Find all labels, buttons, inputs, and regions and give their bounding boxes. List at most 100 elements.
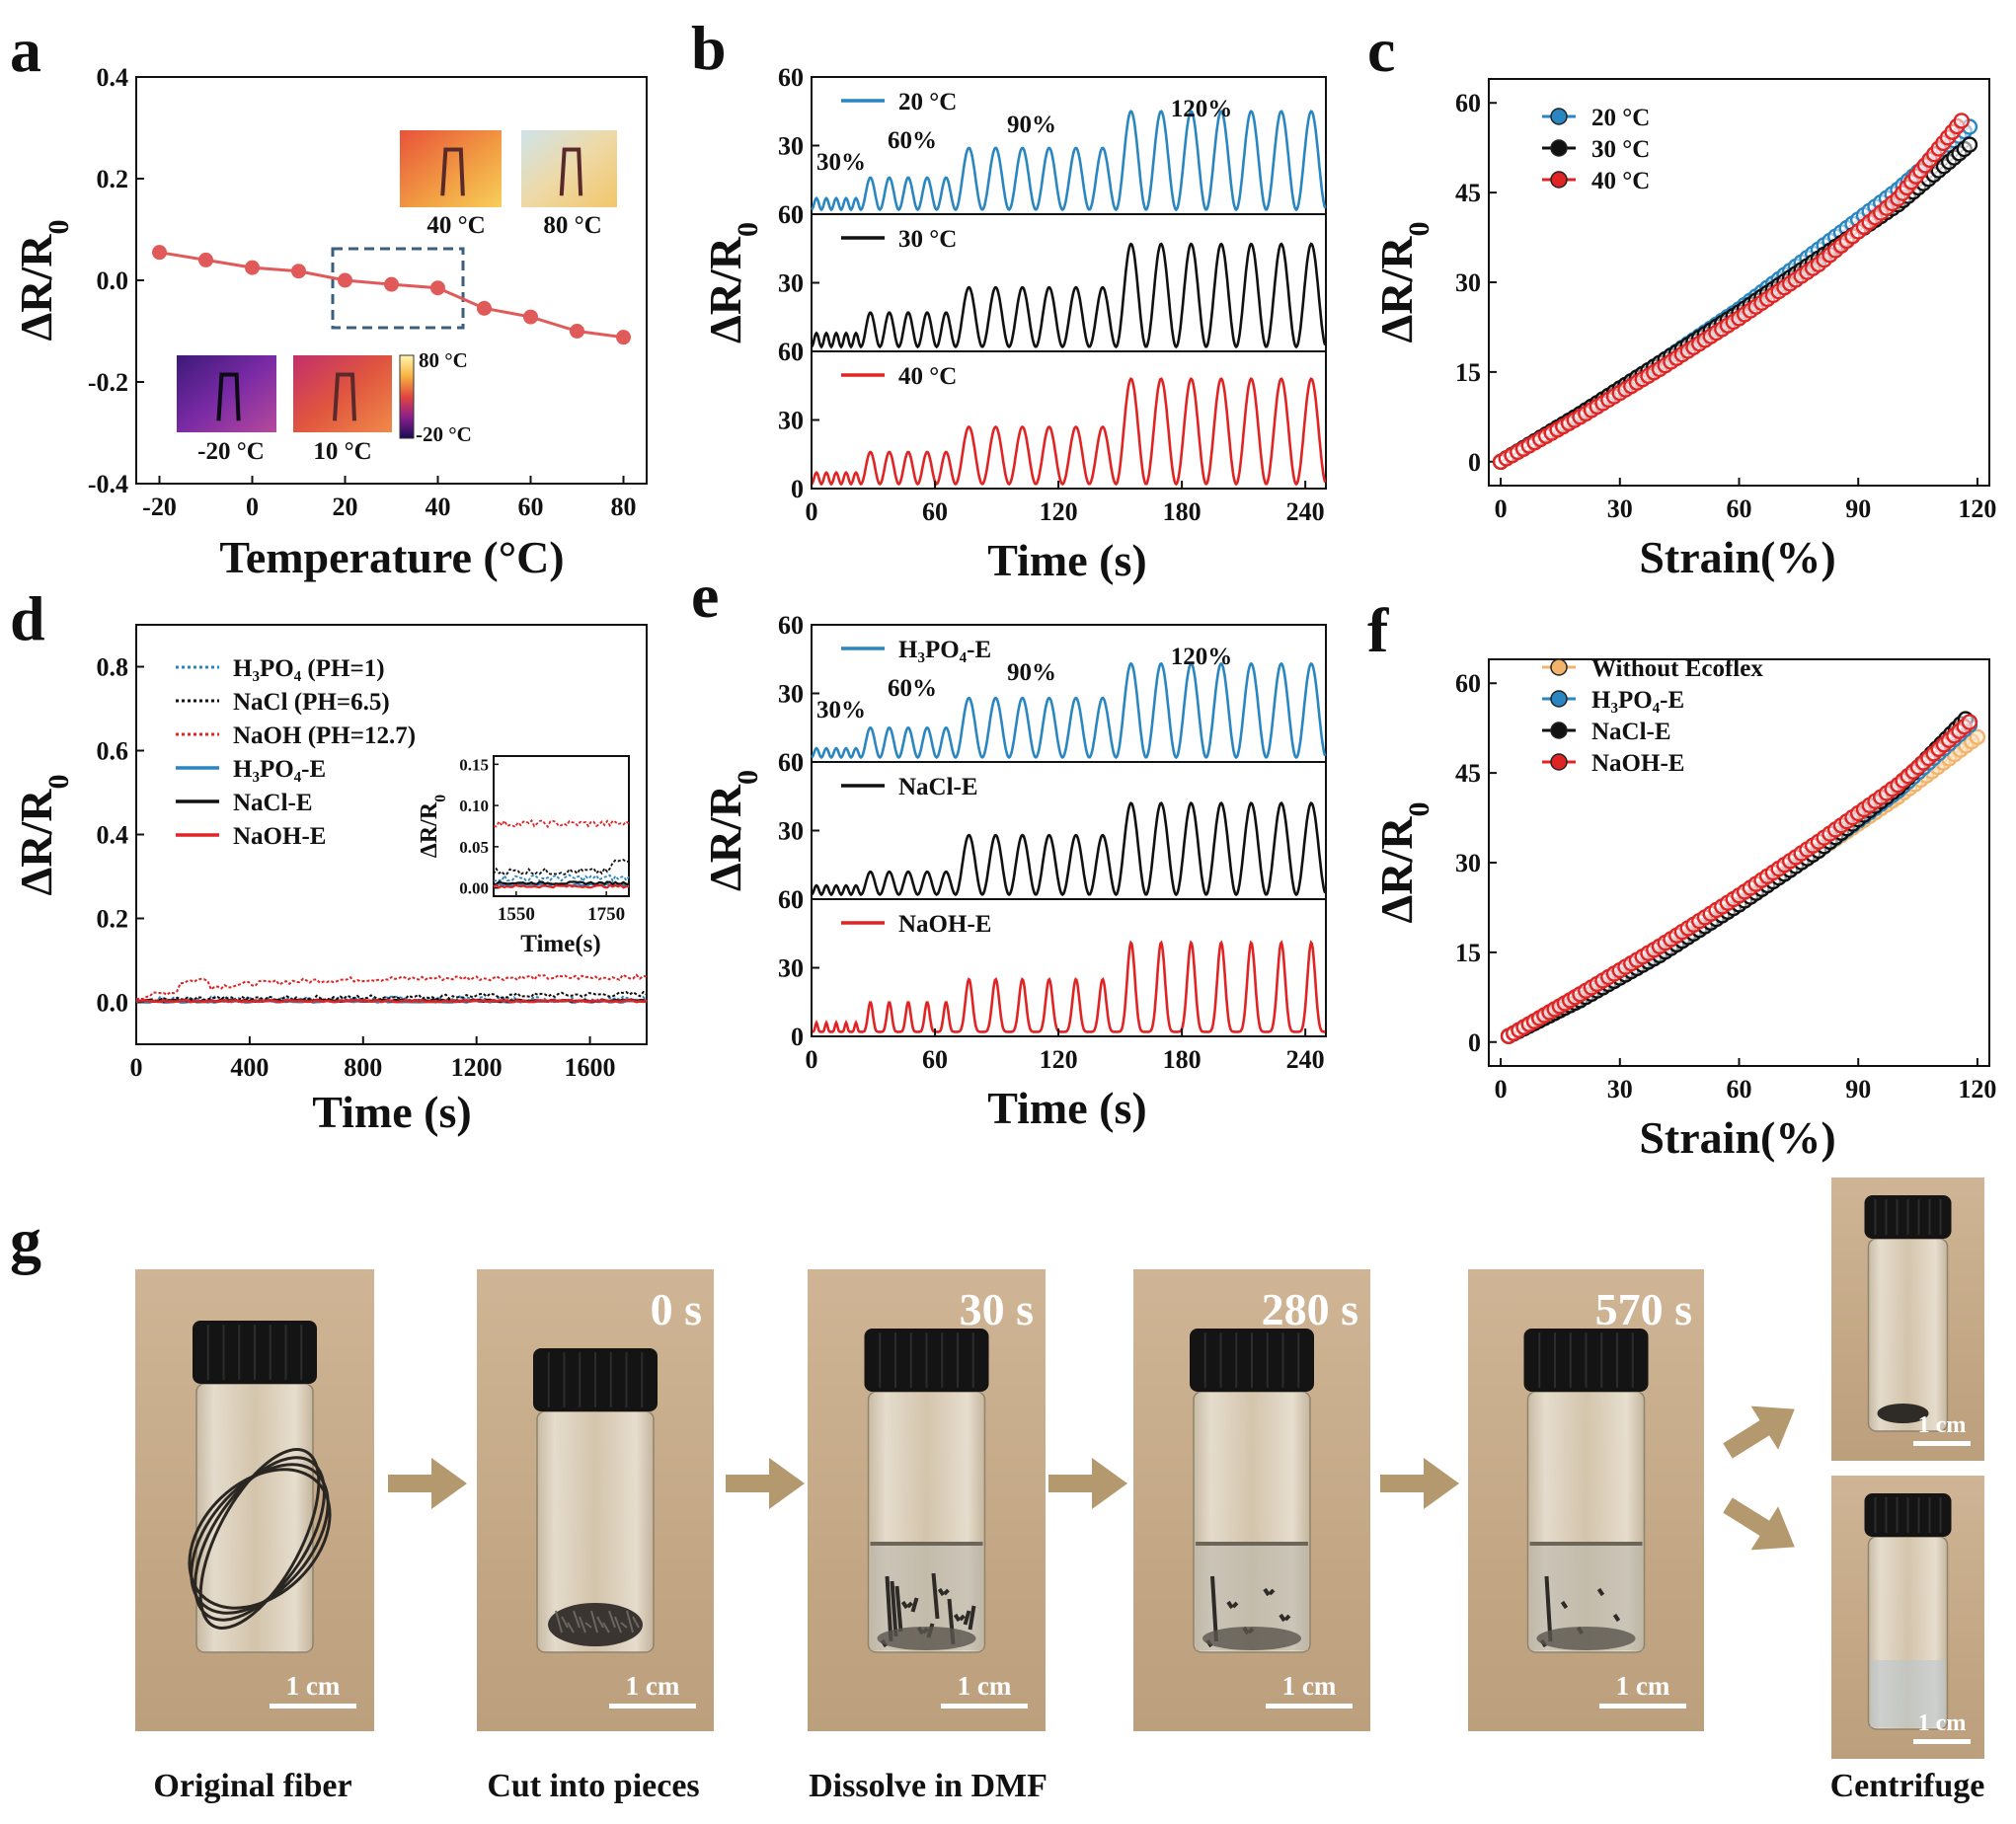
y-tick-label: 0.4 [97,821,129,850]
x-axis-label: Strain(%) [1639,532,1835,582]
y-tick-label: 15 [1455,358,1481,387]
photo: 1 cm 280 s [1133,1269,1370,1731]
data-point [616,330,631,345]
x-tick-label: 80 [611,493,637,521]
strain-label: 90% [1007,112,1056,138]
y-tick-label: 0.2 [97,165,129,193]
scale-bar-label: 1 cm [1282,1671,1337,1701]
x-tick-label: 60 [922,1045,948,1074]
y-tick-label: 0 [791,885,804,914]
fiber-loop [190,1463,330,1615]
scale-bar-label: 1 cm [1918,1710,1967,1736]
inset-frame [493,755,630,897]
fiber-shape [333,372,356,421]
residue [1231,1601,1239,1609]
legend-label: NaCl-E [898,774,978,800]
plot-frame [811,350,1327,490]
data-point [1961,714,1978,730]
y-tick-label: 30 [1455,268,1481,297]
series-line [1500,119,1963,463]
fiber-piece [602,1622,610,1634]
legend-label: NaOH-E [1591,750,1684,777]
photo-caption: Original fiber [153,1768,351,1804]
y-tick-label: 30 [778,132,804,161]
y-tick-label: 30 [778,954,804,983]
legend-marker [1550,171,1568,189]
residue [1560,1600,1569,1610]
x-tick-label: -20 [142,493,177,521]
y-axis-label: ΔR/R0 [1371,221,1435,342]
residue [1283,1614,1291,1622]
x-tick-label: 60 [922,497,948,526]
y-axis-label: ΔR/R0 [11,774,75,895]
panel-d-chart: 0 400 800 1200 1600 0.0 0.2 0.4 0.6 0.8 H₃PO₄ (PH=… [11,624,648,1137]
x-tick-label: 800 [344,1053,382,1082]
thermal-label: 10 °C [313,438,371,465]
y-tick-label: 0.2 [97,905,129,934]
legend-label: 40 °C [898,363,957,390]
panel-a-chart: -20 0 20 40 60 80 -0.4 -0.2 0.0 0.2 0.4 40 °C 80 °C -… [11,63,648,582]
y-axis-label: ΔR/R0 [11,219,75,341]
series-line [811,110,1327,212]
x-tick-label: 0 [246,493,259,521]
x-tick-label: 40 [426,493,451,521]
fiber-loop [194,1456,326,1622]
sediment [1202,1627,1301,1650]
x-tick-label: 0 [806,1045,818,1074]
y-tick-label: 45 [1455,179,1481,207]
x-axis-label: Temperature (°C) [219,532,564,582]
residue [900,1600,909,1610]
photo: 1 cm 0 s [477,1269,714,1731]
legend-label: 20 °C [898,89,957,115]
series-line [135,990,648,1004]
x-tick-label: 30 [1607,1075,1633,1103]
y-tick-label: 0 [791,200,804,229]
legend-label: H₃PO₄-E [233,756,326,783]
y-tick-label: -0.4 [88,470,128,498]
fiber-piece [573,1610,581,1629]
residue [959,1614,966,1622]
residue [890,1580,898,1637]
y-tick-label: 30 [778,817,804,846]
fiber-piece [608,1610,616,1629]
y-tick-label: 0 [791,338,804,366]
data-point [523,309,538,325]
residue [953,1613,962,1623]
residue [931,1572,940,1620]
scale-bar [1913,1739,1971,1744]
y-tick-label: 0 [1468,448,1481,477]
residue [1612,1613,1621,1623]
fiber-piece [614,1616,622,1634]
y-tick-label: 60 [1455,89,1481,117]
arrow-icon [1723,1406,1795,1459]
thermal-image [521,130,617,207]
residue [963,1610,971,1626]
strain-label: 120% [1171,644,1233,670]
fiber-shape [559,147,583,196]
arrow-icon [1380,1458,1459,1509]
y-tick-label: 15 [1455,939,1481,967]
data-point [1969,728,1986,745]
strain-label: 30% [816,697,866,723]
inset-y-tick-label: 0.10 [459,797,489,815]
x-tick-label: 90 [1845,494,1871,523]
data-point [152,245,167,261]
data-point [384,276,399,292]
data-point [1961,136,1978,153]
legend-label: NaCl-E [233,790,313,816]
sediment [877,1627,976,1650]
clear-liquid [1870,1660,1946,1727]
legend-label: NaOH (PH=12.7) [233,722,416,749]
scale-bar [1599,1704,1686,1709]
panel-label: a [10,15,41,85]
x-tick-label: 240 [1286,497,1325,526]
fiber-piece [632,1616,640,1629]
data-point [245,260,260,275]
x-axis-label: Time (s) [987,535,1146,585]
residue [1268,1588,1276,1596]
scale-bar-label: 1 cm [1918,1412,1967,1438]
inset-y-tick-label: 0.05 [459,838,489,857]
y-tick-label: 60 [778,338,804,366]
